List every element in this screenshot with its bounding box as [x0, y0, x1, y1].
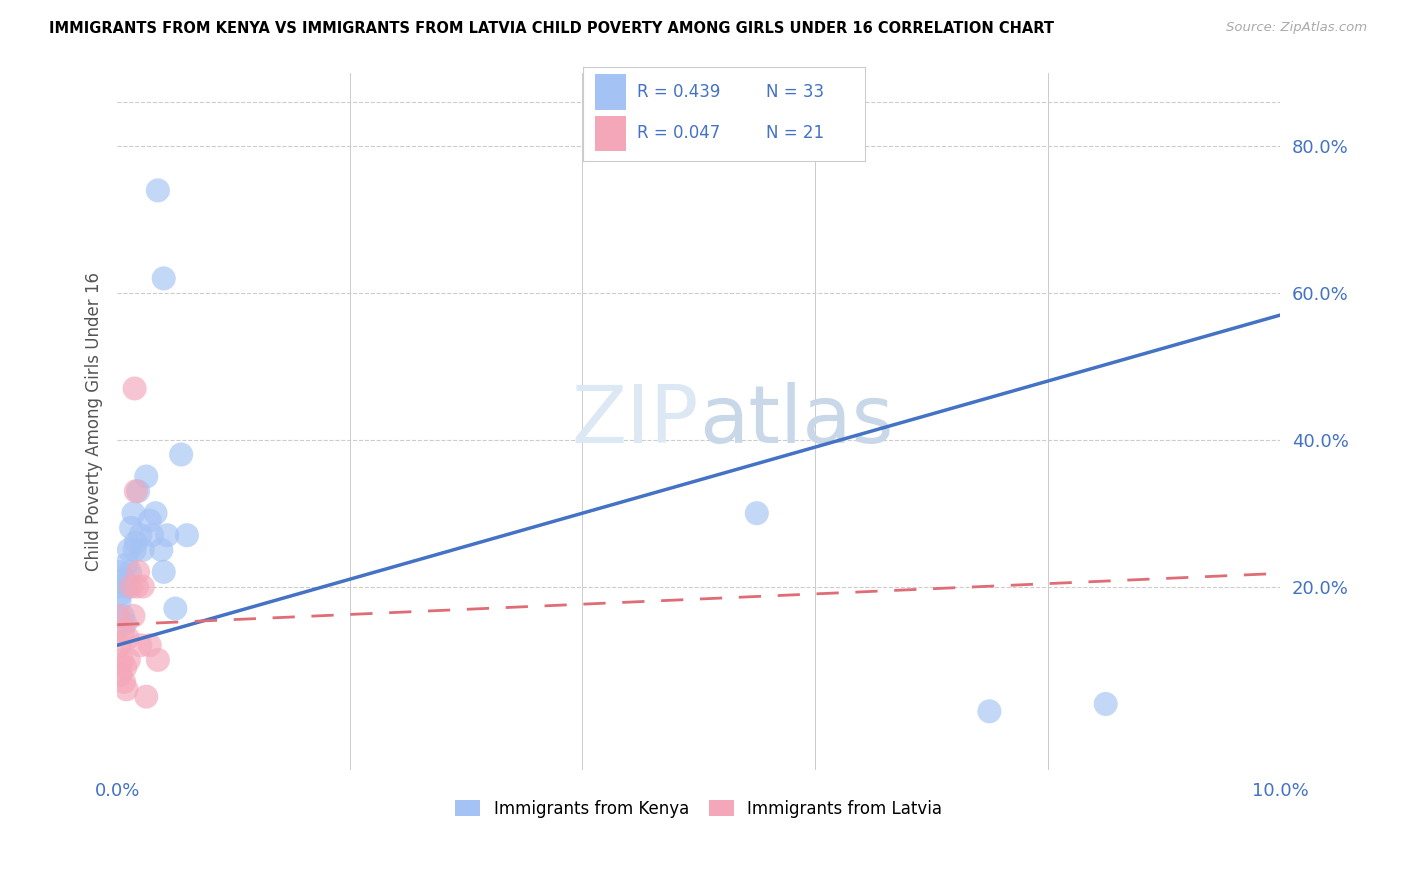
- Point: [135, 690, 157, 704]
- Point: [152, 565, 174, 579]
- Point: [139, 638, 162, 652]
- Text: Source: ZipAtlas.com: Source: ZipAtlas.com: [1226, 21, 1367, 34]
- Point: [127, 565, 149, 579]
- Point: [139, 514, 162, 528]
- Point: [1094, 697, 1116, 711]
- Point: [141, 528, 163, 542]
- Point: [146, 653, 169, 667]
- Point: [108, 638, 131, 652]
- Point: [112, 572, 135, 586]
- Point: [156, 528, 179, 542]
- Point: [111, 624, 134, 638]
- Point: [135, 469, 157, 483]
- Point: [107, 580, 129, 594]
- Text: R = 0.047: R = 0.047: [637, 124, 720, 143]
- Point: [979, 704, 1001, 718]
- Point: [108, 565, 131, 579]
- Point: [107, 608, 129, 623]
- Point: [115, 682, 138, 697]
- Point: [110, 587, 132, 601]
- Text: R = 0.439: R = 0.439: [637, 83, 720, 101]
- Point: [152, 271, 174, 285]
- Bar: [595, 74, 626, 110]
- Point: [124, 542, 146, 557]
- Point: [110, 667, 132, 681]
- Point: [118, 542, 141, 557]
- Point: [125, 484, 148, 499]
- Point: [111, 653, 134, 667]
- Point: [125, 535, 148, 549]
- Point: [170, 448, 193, 462]
- Point: [176, 528, 198, 542]
- Point: [114, 616, 136, 631]
- Point: [122, 506, 145, 520]
- Point: [115, 558, 138, 572]
- Text: N = 21: N = 21: [766, 124, 824, 143]
- Point: [745, 506, 768, 520]
- Point: [118, 653, 141, 667]
- Text: ZIP: ZIP: [571, 383, 699, 460]
- Point: [108, 594, 131, 608]
- Text: N = 33: N = 33: [766, 83, 824, 101]
- Point: [117, 631, 139, 645]
- Point: [150, 542, 173, 557]
- Point: [111, 608, 134, 623]
- Legend: Immigrants from Kenya, Immigrants from Latvia: Immigrants from Kenya, Immigrants from L…: [449, 793, 949, 824]
- Point: [120, 521, 142, 535]
- Point: [165, 601, 187, 615]
- Point: [129, 638, 152, 652]
- Point: [132, 542, 155, 557]
- Point: [118, 565, 141, 579]
- Point: [124, 382, 146, 396]
- Y-axis label: Child Poverty Among Girls Under 16: Child Poverty Among Girls Under 16: [86, 272, 103, 571]
- Point: [146, 183, 169, 197]
- Point: [125, 580, 148, 594]
- Bar: [595, 116, 626, 152]
- Point: [127, 484, 149, 499]
- Point: [122, 608, 145, 623]
- Point: [120, 580, 142, 594]
- Point: [112, 675, 135, 690]
- Point: [145, 506, 167, 520]
- Point: [129, 528, 152, 542]
- Text: IMMIGRANTS FROM KENYA VS IMMIGRANTS FROM LATVIA CHILD POVERTY AMONG GIRLS UNDER : IMMIGRANTS FROM KENYA VS IMMIGRANTS FROM…: [49, 21, 1054, 36]
- Point: [114, 660, 136, 674]
- Point: [117, 580, 139, 594]
- Point: [132, 580, 155, 594]
- Text: atlas: atlas: [699, 383, 893, 460]
